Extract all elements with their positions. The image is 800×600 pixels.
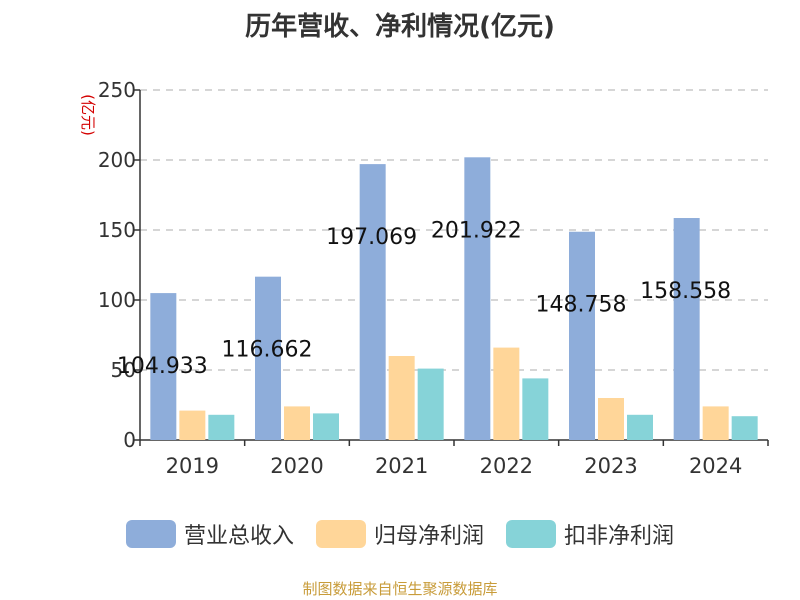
legend-swatch-net-profit [315,520,366,548]
bar-deducted-profit [313,413,339,440]
x-tick-label: 2021 [375,454,428,478]
data-label: 201.922 [431,218,522,243]
x-tick-label: 2024 [689,454,742,478]
bar-revenue [673,218,700,440]
bar-deducted-profit [522,378,549,440]
chart-title: 历年营收、净利情况(亿元) [245,12,555,42]
legend-swatch-revenue [125,520,176,548]
bar-revenue [150,293,177,440]
data-label: 158.558 [640,279,731,304]
bar-net-profit [284,406,310,440]
bar-net-profit [598,398,624,440]
bar-deducted-profit [627,414,653,440]
bar-revenue [255,276,281,440]
legend-swatch-deducted-profit [506,520,556,548]
bar-net-profit [179,410,206,440]
legend-item-net-profit[interactable]: 归母净利润 [315,518,484,550]
data-label: 104.933 [117,354,208,379]
bar-net-profit [388,356,415,440]
x-tick-label: 2022 [480,454,533,478]
bar-deducted-profit [731,416,758,440]
bar-revenue [359,164,386,440]
x-tick-label: 2023 [584,454,637,478]
data-label: 116.662 [222,338,313,363]
y-tick-label: 250 [98,78,136,102]
y-tick-label: 200 [98,148,136,172]
x-tick-label: 2019 [166,454,219,478]
source-note: 制图数据来自恒生聚源数据库 [302,580,498,598]
legend-item-deducted-profit[interactable]: 扣非净利润 [506,518,674,550]
y-axis-label: (亿元) [79,94,97,136]
x-tick-label: 2020 [270,454,323,478]
legend-label-net-profit: 归母净利润 [373,524,484,549]
legend-item-revenue[interactable]: 营业总收入 [125,518,294,550]
bar-deducted-profit [417,368,444,440]
bar-deducted-profit [208,414,235,440]
legend-label-deducted-profit: 扣非净利润 [564,524,675,549]
bar-revenue [464,157,491,440]
legend-label-revenue: 营业总收入 [183,524,294,549]
y-tick-label: 150 [98,218,136,242]
chart-legend: 营业总收入 归母净利润 扣非净利润 [0,518,800,550]
bar-revenue [569,231,595,440]
y-tick-label: 50 [111,358,136,382]
data-label: 148.758 [536,293,627,318]
bar-net-profit [493,347,520,440]
data-label: 197.069 [326,225,417,250]
y-tick-label: 0 [123,428,136,452]
y-tick-label: 100 [98,288,136,312]
bar-net-profit [702,406,729,440]
